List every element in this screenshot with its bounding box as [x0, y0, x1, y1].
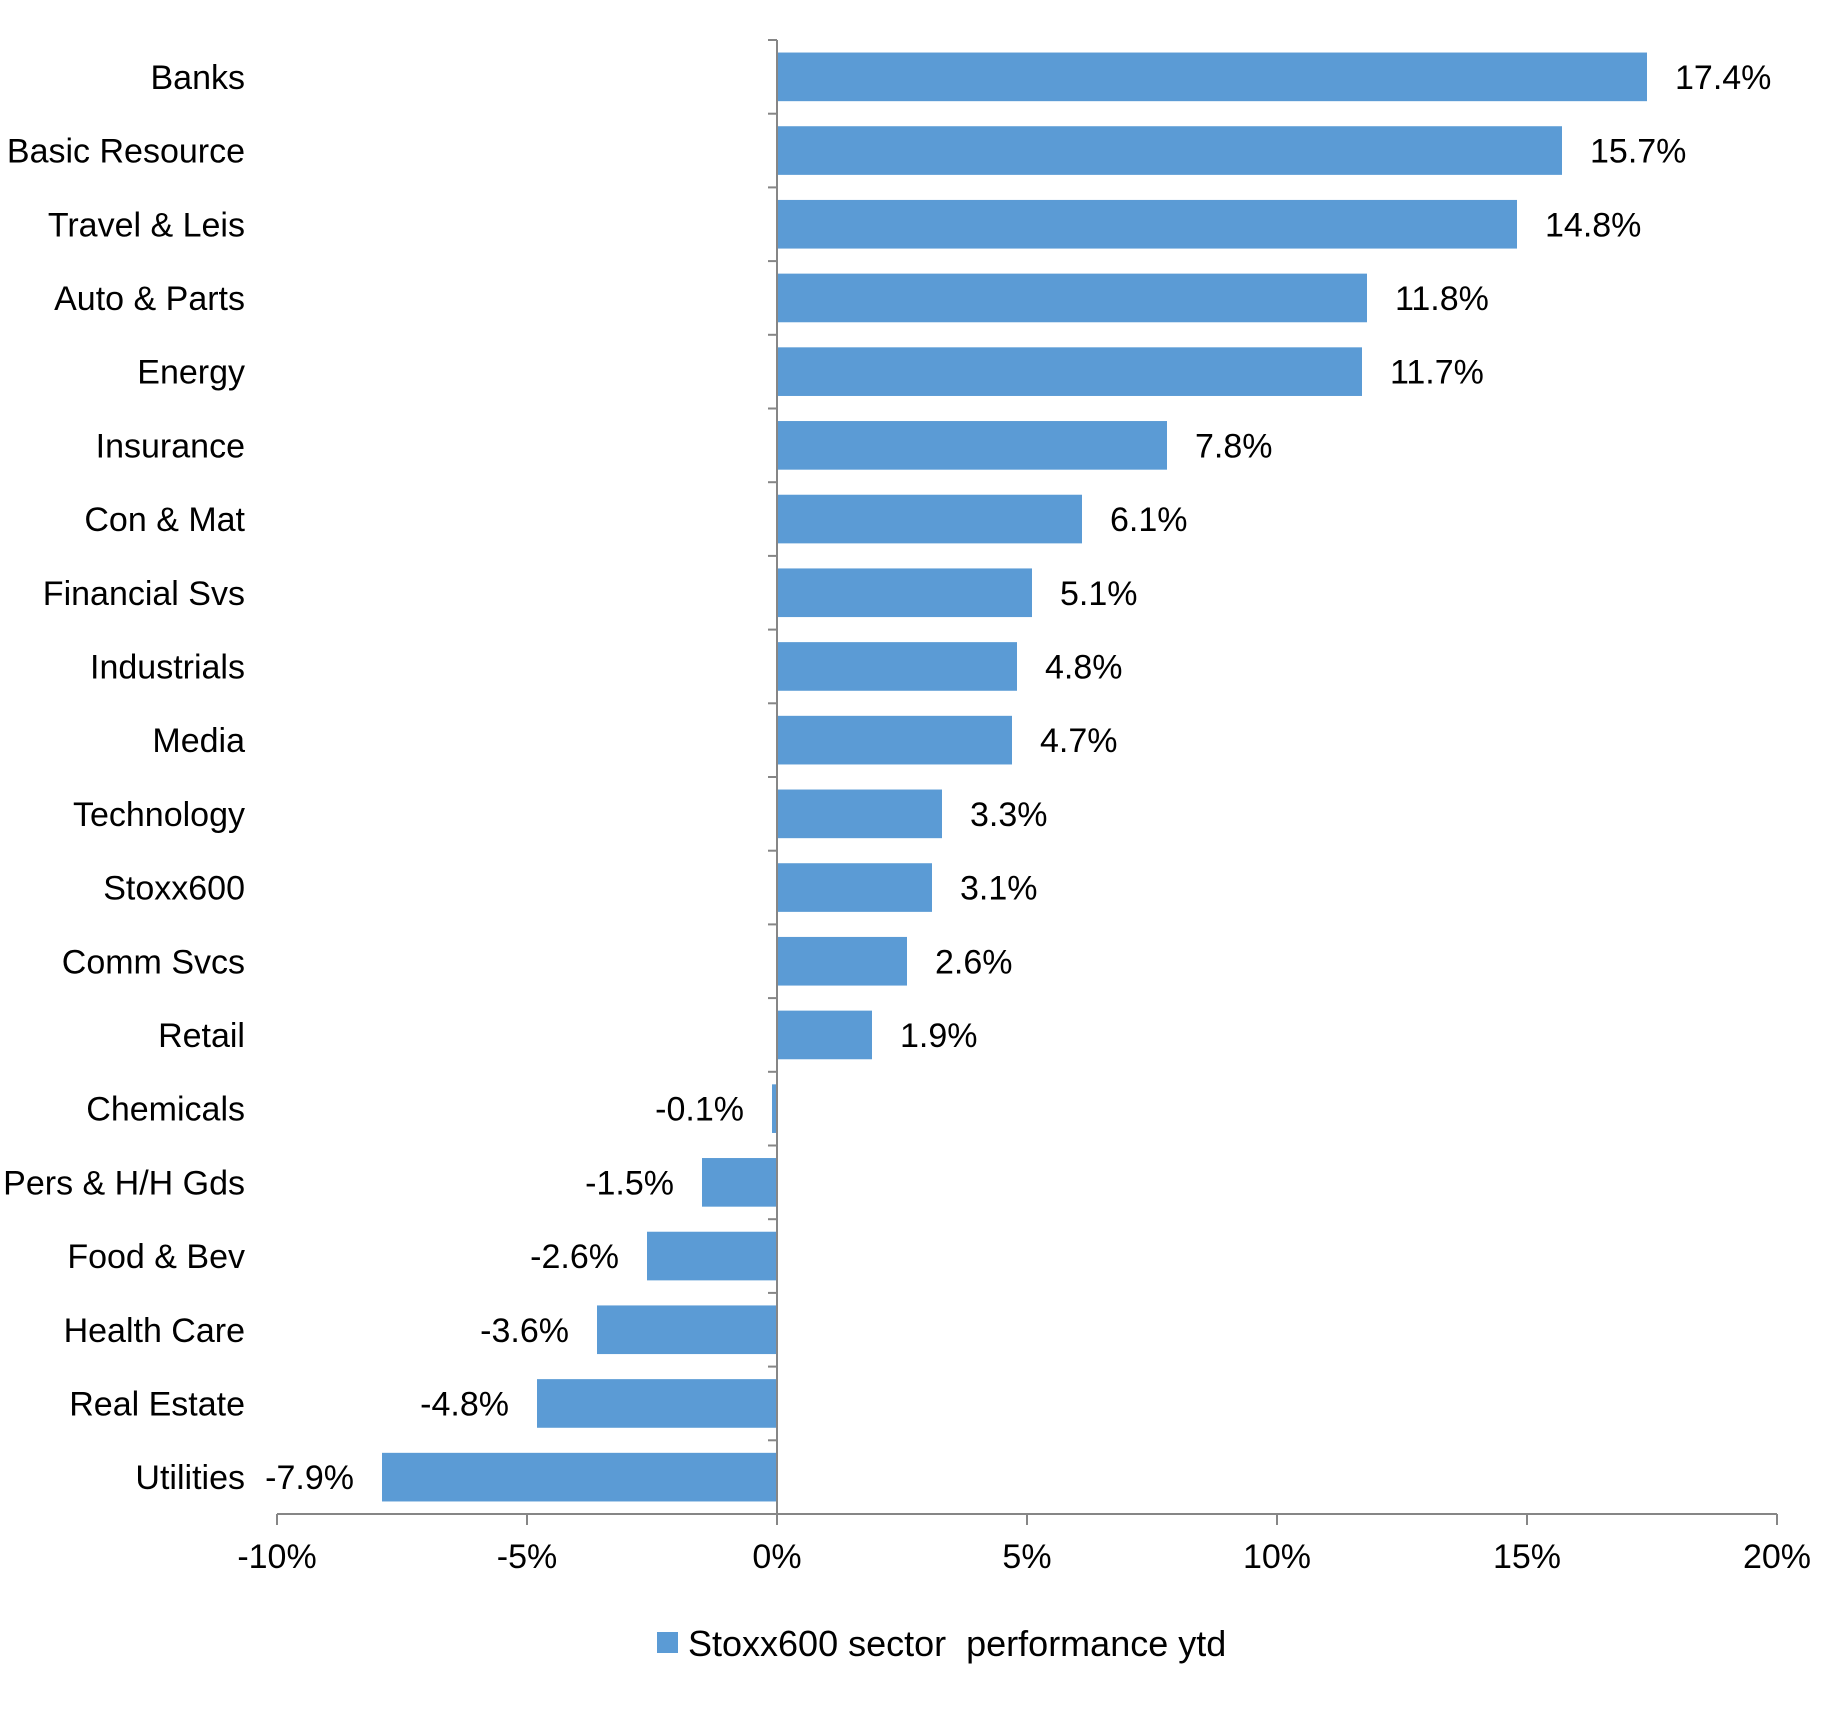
- legend: Stoxx600 sector performance ytd: [657, 1623, 1226, 1664]
- data-label: 1.9%: [900, 1017, 978, 1055]
- x-tick-label: 0%: [752, 1538, 801, 1576]
- category-label: Travel & Leis: [48, 206, 245, 244]
- x-tick-label: -5%: [497, 1538, 557, 1576]
- bars-layer: [382, 52, 1647, 1502]
- data-label: 11.8%: [1395, 280, 1489, 318]
- data-label: 3.3%: [970, 796, 1048, 834]
- bar-auto-parts: [777, 273, 1367, 323]
- category-label: Financial Svs: [43, 575, 245, 613]
- labels-layer: 17.4% Banks 15.7% Basic Resource 14.8% Travel…: [3, 59, 1811, 1576]
- category-label: Stoxx600: [103, 870, 245, 908]
- x-tick-label: 5%: [1002, 1538, 1051, 1576]
- data-label: 4.7%: [1040, 722, 1118, 760]
- bar-real-estate: [537, 1379, 777, 1428]
- category-label: Utilities: [135, 1459, 245, 1497]
- x-tick-label: 20%: [1743, 1538, 1811, 1576]
- category-label: Insurance: [96, 427, 245, 465]
- category-label: Banks: [151, 59, 246, 97]
- data-label: -1.5%: [585, 1164, 674, 1202]
- category-label: Energy: [137, 354, 245, 392]
- bar-stoxx600: [777, 863, 932, 912]
- category-label: Retail: [158, 1017, 245, 1055]
- bar-pers-h-h-gds: [702, 1158, 777, 1207]
- bar-financial-svs: [777, 568, 1032, 618]
- category-label: Basic Resource: [7, 133, 245, 171]
- bar-comm-svcs: [777, 936, 907, 986]
- category-label: Pers & H/H Gds: [3, 1164, 245, 1202]
- bar-banks: [777, 52, 1647, 102]
- category-label: Con & Mat: [84, 501, 245, 539]
- category-label: Real Estate: [69, 1385, 245, 1423]
- bar-travel-leis: [777, 199, 1517, 249]
- x-tick-label: 10%: [1243, 1538, 1311, 1576]
- data-label: 11.7%: [1390, 354, 1484, 392]
- category-label: Industrials: [90, 648, 245, 686]
- category-label: Comm Svcs: [62, 943, 245, 981]
- bar-energy: [777, 347, 1362, 396]
- legend-label: Stoxx600 sector performance ytd: [688, 1623, 1226, 1664]
- data-label: 4.8%: [1045, 648, 1123, 686]
- data-label: 15.7%: [1590, 133, 1686, 171]
- bar-media: [777, 715, 1012, 765]
- data-label: -0.1%: [655, 1091, 744, 1129]
- bar-retail: [777, 1010, 872, 1060]
- category-label: Technology: [73, 796, 245, 834]
- category-label: Auto & Parts: [54, 280, 245, 318]
- data-label: 17.4%: [1675, 59, 1771, 97]
- bar-food-bev: [647, 1231, 777, 1281]
- bar-insurance: [777, 421, 1167, 470]
- bar-basic-resource: [777, 126, 1562, 175]
- category-label: Media: [152, 722, 245, 760]
- data-label: -2.6%: [530, 1238, 619, 1276]
- data-label: 3.1%: [960, 870, 1038, 908]
- data-label: 2.6%: [935, 943, 1013, 981]
- bar-health-care: [597, 1305, 777, 1355]
- category-label: Chemicals: [86, 1091, 245, 1129]
- category-label: Food & Bev: [67, 1238, 245, 1276]
- legend-swatch: [657, 1632, 678, 1653]
- category-label: Health Care: [64, 1312, 245, 1350]
- bar-con-mat: [777, 494, 1082, 544]
- x-tick-label: -10%: [237, 1538, 316, 1576]
- bar-technology: [777, 789, 942, 839]
- data-label: -3.6%: [480, 1312, 569, 1350]
- bar-industrials: [777, 642, 1017, 691]
- bar-chemicals: [772, 1084, 777, 1133]
- data-label: -4.8%: [420, 1385, 509, 1423]
- data-label: 14.8%: [1545, 206, 1641, 244]
- data-label: -7.9%: [265, 1459, 354, 1497]
- x-tick-label: 15%: [1493, 1538, 1561, 1576]
- data-label: 7.8%: [1195, 427, 1273, 465]
- data-label: 5.1%: [1060, 575, 1138, 613]
- axes-layer: [276, 39, 1778, 1525]
- bar-utilities: [382, 1452, 777, 1502]
- data-label: 6.1%: [1110, 501, 1188, 539]
